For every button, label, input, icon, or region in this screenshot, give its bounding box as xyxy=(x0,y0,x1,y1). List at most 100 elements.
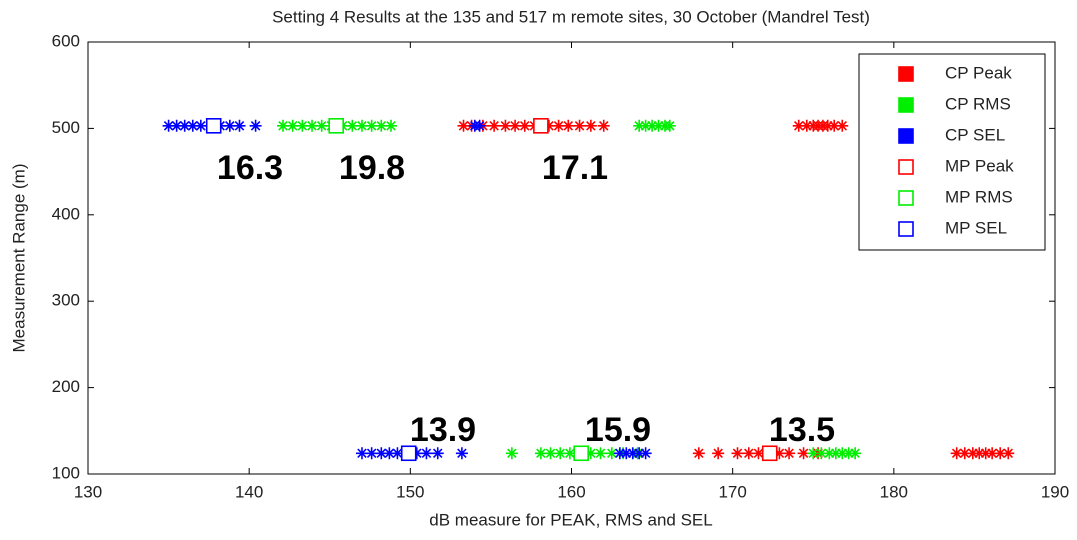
annotation: 13.5 xyxy=(769,411,835,449)
legend-swatch xyxy=(898,97,914,113)
cp-marker xyxy=(633,447,646,460)
cp-marker xyxy=(509,119,522,132)
annotation: 16.3 xyxy=(217,149,283,187)
cp-marker xyxy=(563,447,576,460)
cp-marker xyxy=(455,447,468,460)
cp-marker xyxy=(979,447,992,460)
cp-marker xyxy=(773,447,786,460)
cp-marker xyxy=(384,119,397,132)
cp-marker xyxy=(821,119,834,132)
mp-marker xyxy=(205,118,222,134)
cp-marker xyxy=(431,447,444,460)
cp-marker xyxy=(823,447,836,460)
cp-marker xyxy=(346,119,359,132)
y-tick-label: 400 xyxy=(52,204,80,223)
cp-marker xyxy=(742,447,755,460)
x-tick-label: 190 xyxy=(1041,482,1069,501)
y-tick-label: 200 xyxy=(52,377,80,396)
annotation: 13.9 xyxy=(410,411,476,449)
cp-marker xyxy=(797,447,810,460)
legend-swatch xyxy=(898,66,914,82)
cp-marker xyxy=(178,119,191,132)
legend-label: MP RMS xyxy=(945,187,1013,206)
cp-marker xyxy=(1002,447,1015,460)
legend-swatch xyxy=(898,221,914,237)
cp-marker xyxy=(800,119,813,132)
cp-marker xyxy=(613,447,626,460)
x-tick-label: 180 xyxy=(880,482,908,501)
cp-marker xyxy=(836,447,849,460)
cp-marker xyxy=(249,119,262,132)
cp-marker xyxy=(355,119,368,132)
cp-marker xyxy=(186,119,199,132)
cp-marker xyxy=(966,447,979,460)
cp-marker xyxy=(712,447,725,460)
annotation: 17.1 xyxy=(542,149,608,187)
legend-box xyxy=(858,53,1046,251)
cp-marker xyxy=(994,447,1007,460)
cp-marker xyxy=(584,119,597,132)
cp-marker xyxy=(391,447,404,460)
x-axis-label: dB measure for PEAK, RMS and SEL xyxy=(429,510,712,529)
cp-marker xyxy=(849,447,862,460)
cp-marker xyxy=(828,119,841,132)
cp-marker xyxy=(518,119,531,132)
annotation: 15.9 xyxy=(585,411,651,449)
cp-marker xyxy=(807,447,820,460)
cp-marker xyxy=(355,447,368,460)
mp-marker xyxy=(761,445,778,462)
y-tick-label: 500 xyxy=(52,118,80,137)
cp-marker xyxy=(365,119,378,132)
cp-marker xyxy=(639,119,652,132)
cp-marker xyxy=(233,119,246,132)
legend: CP Peak CP RMS CP SEL MP Peak MP RMS MP SEL xyxy=(858,53,1046,251)
legend-label: CP RMS xyxy=(945,94,1011,113)
cp-marker xyxy=(950,447,963,460)
cp-marker xyxy=(597,119,610,132)
cp-marker xyxy=(375,119,388,132)
cp-marker xyxy=(752,447,765,460)
cp-marker xyxy=(554,447,567,460)
cp-marker xyxy=(552,119,565,132)
cp-marker xyxy=(633,119,646,132)
cp-marker xyxy=(170,119,183,132)
x-tick-label: 170 xyxy=(718,482,746,501)
cp-marker xyxy=(584,447,597,460)
cp-marker xyxy=(457,119,470,132)
cp-marker xyxy=(315,119,328,132)
cp-marker xyxy=(383,447,396,460)
cp-marker xyxy=(836,119,849,132)
legend-label: MP SEL xyxy=(945,218,1007,237)
cp-marker xyxy=(542,119,555,132)
cp-marker xyxy=(605,447,618,460)
cp-marker xyxy=(973,447,986,460)
cp-marker xyxy=(473,119,486,132)
cp-marker xyxy=(499,119,512,132)
legend-swatch xyxy=(898,128,914,144)
cp-marker xyxy=(958,447,971,460)
x-tick-label: 160 xyxy=(557,482,585,501)
cp-marker xyxy=(365,447,378,460)
cp-marker xyxy=(731,447,744,460)
legend-label: MP Peak xyxy=(945,156,1014,175)
mp-marker xyxy=(400,445,417,462)
legend-label: CP SEL xyxy=(945,125,1005,144)
cp-marker xyxy=(829,447,842,460)
cp-marker xyxy=(792,119,805,132)
cp-marker xyxy=(620,447,633,460)
y-tick-label: 300 xyxy=(52,291,80,310)
x-tick-label: 150 xyxy=(396,482,424,501)
cp-marker xyxy=(194,119,207,132)
cp-marker xyxy=(639,447,652,460)
cp-marker xyxy=(375,447,388,460)
cp-marker xyxy=(692,447,705,460)
mp-marker xyxy=(573,445,589,462)
mp-marker xyxy=(533,118,549,134)
cp-marker xyxy=(420,447,433,460)
cp-marker xyxy=(488,119,501,132)
cp-marker xyxy=(544,447,557,460)
cp-marker xyxy=(505,447,518,460)
cp-marker xyxy=(815,447,828,460)
legend-swatch xyxy=(898,159,914,175)
